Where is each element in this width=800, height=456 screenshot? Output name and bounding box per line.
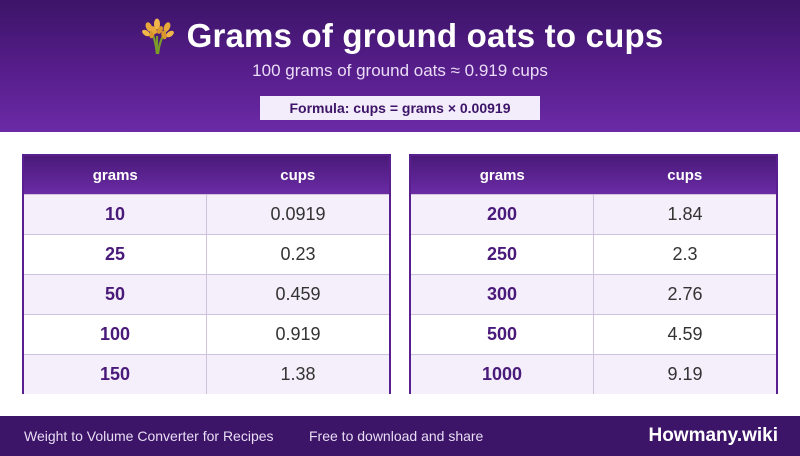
table-row: 1000 9.19 <box>411 354 776 394</box>
column-header-grams: grams <box>92 166 138 184</box>
table-row: 300 2.76 <box>411 274 776 314</box>
page-title: Grams of ground oats to cups <box>186 17 664 54</box>
grams-cell: 50 <box>24 275 207 314</box>
title-row: Grams of ground oats to cups <box>0 14 800 58</box>
grams-cell: 10 <box>24 195 207 234</box>
subtitle: 100 grams of ground oats ≈ 0.919 cups <box>252 61 548 80</box>
table-row: 25 0.23 <box>24 234 389 274</box>
cups-cell: 2.3 <box>672 244 698 264</box>
table-row: 500 4.59 <box>411 314 776 354</box>
conversion-table-left: grams cups 10 0.0919 25 0.23 50 0.459 10… <box>22 154 391 394</box>
header-banner: Grams of ground oats to cups 100 grams o… <box>0 0 800 132</box>
grams-cell: 200 <box>411 195 594 234</box>
table-row: 150 1.38 <box>24 354 389 394</box>
cups-cell: 2.76 <box>667 284 703 304</box>
cups-cell: 1.38 <box>280 364 316 384</box>
grams-cell: 100 <box>24 315 207 354</box>
cups-cell: 0.459 <box>275 284 321 304</box>
table-row: 50 0.459 <box>24 274 389 314</box>
grams-cell: 250 <box>411 235 594 274</box>
footer-bar: Weight to Volume Converter for Recipes F… <box>0 416 800 456</box>
grams-cell: 500 <box>411 315 594 354</box>
cups-cell: 9.19 <box>667 364 703 384</box>
footer-share-note: Free to download and share <box>309 428 484 444</box>
conversion-table-right: grams cups 200 1.84 250 2.3 300 2.76 500… <box>409 154 778 394</box>
table-body: 200 1.84 250 2.3 300 2.76 500 4.59 1000 … <box>411 194 776 394</box>
column-header-cups: cups <box>280 166 316 184</box>
table-header: grams cups <box>411 156 776 194</box>
table-row: 10 0.0919 <box>24 194 389 234</box>
table-row: 100 0.919 <box>24 314 389 354</box>
grams-cell: 25 <box>24 235 207 274</box>
cups-cell: 0.919 <box>275 324 321 344</box>
column-header-cups: cups <box>667 166 703 184</box>
cups-cell: 1.84 <box>667 204 703 224</box>
grams-cell: 1000 <box>411 355 594 394</box>
formula-box: Formula: cups = grams × 0.00919 <box>260 96 540 120</box>
footer-tagline: Weight to Volume Converter for Recipes <box>24 428 274 444</box>
cups-cell: 4.59 <box>667 324 703 344</box>
table-row: 250 2.3 <box>411 234 776 274</box>
grams-cell: 300 <box>411 275 594 314</box>
brand-link[interactable]: Howmany.wiki <box>648 425 778 446</box>
table-body: 10 0.0919 25 0.23 50 0.459 100 0.919 150… <box>24 194 389 394</box>
sheaf-of-rice-icon <box>137 16 177 56</box>
table-header: grams cups <box>24 156 389 194</box>
cups-cell: 0.0919 <box>270 204 326 224</box>
cups-cell: 0.23 <box>280 244 316 264</box>
column-header-grams: grams <box>479 166 525 184</box>
grams-cell: 150 <box>24 355 207 394</box>
table-row: 200 1.84 <box>411 194 776 234</box>
